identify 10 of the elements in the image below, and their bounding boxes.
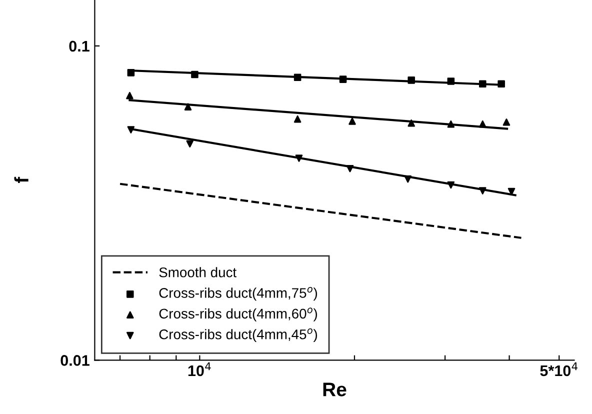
- legend-label: Cross-ribs duct(4mm,75$^{o}$): [159, 286, 318, 301]
- y-tick-label: 0.01: [60, 355, 90, 366]
- x-axis-title: Re: [323, 382, 346, 396]
- x-tick-label: 5*10$^{4}$: [540, 362, 578, 376]
- legend-label: Cross-ribs duct(4mm,60$^{o}$): [159, 308, 318, 322]
- y-tick-label: 0.1: [69, 40, 90, 52]
- y-axis-title: f: [14, 176, 28, 183]
- legend-label: Cross-ribs duct(4mm,45$^{o}$): [159, 328, 318, 342]
- legend-label: Smooth duct: [159, 267, 236, 278]
- x-tick-label: 10$^{4}$: [188, 362, 211, 376]
